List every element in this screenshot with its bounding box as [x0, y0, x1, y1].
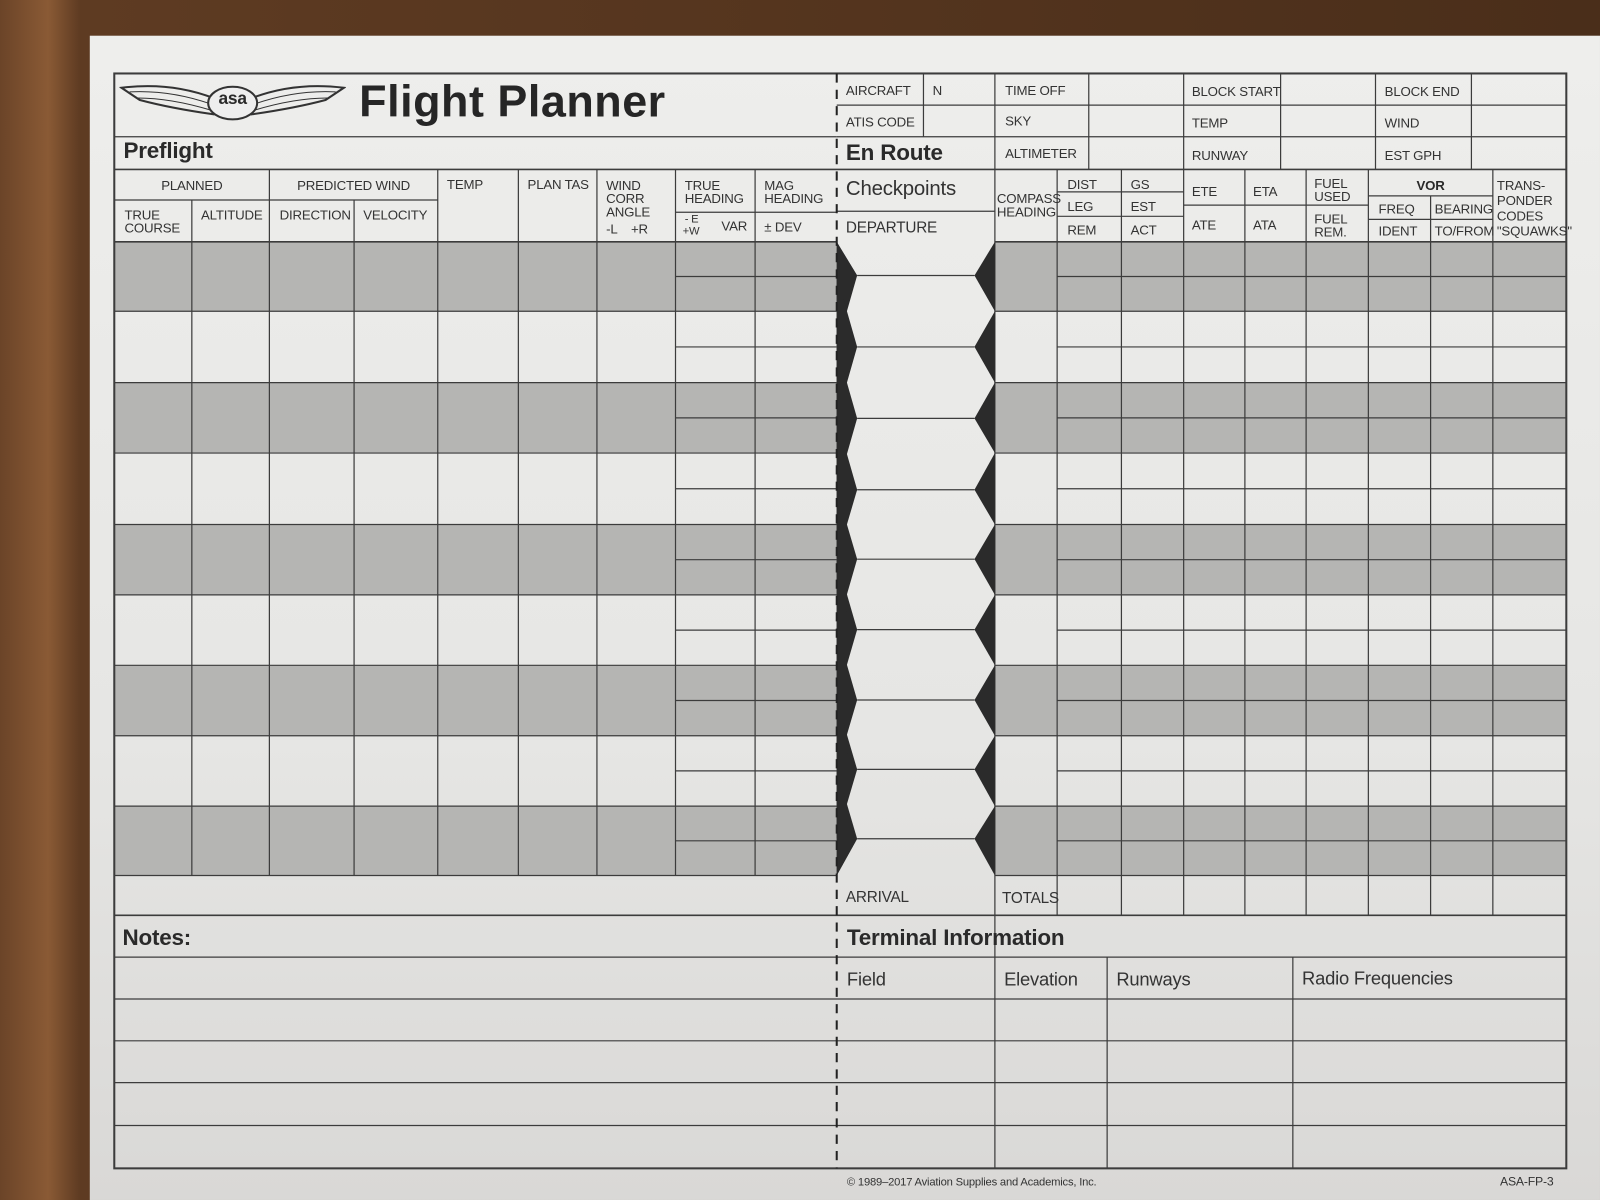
altimeter-label: ALTIMETER: [1005, 145, 1077, 162]
mag-heading-header-1: MAG: [764, 177, 794, 193]
departure-label: DEPARTURE: [845, 219, 938, 237]
true-course-header-2: COURSE: [124, 220, 181, 236]
runway-label: RUNWAY: [1191, 147, 1249, 164]
time-off-label: TIME OFF: [1005, 82, 1066, 98]
arrival-label: ARRIVAL: [845, 888, 909, 907]
checkpoint-marker-left: [836, 594, 858, 666]
elevation-header: Elevation: [1004, 969, 1078, 990]
terminal-information-heading: Terminal Information: [846, 924, 1065, 950]
temp-label: TEMP: [1191, 115, 1228, 131]
checkpoint-marker-left: [836, 453, 858, 525]
field-header: Field: [846, 969, 886, 990]
est-gph-label: EST GPH: [1384, 147, 1442, 164]
wca-header-1: WIND: [606, 177, 641, 193]
checkpoint-marker-right: [974, 594, 995, 666]
var-sign-e: - E: [684, 213, 699, 226]
checkpoint-marker-right: [974, 453, 995, 525]
eta-header: ETA: [1253, 183, 1278, 199]
ete-header: ETE: [1191, 183, 1218, 199]
checkpoint-marker-right: [974, 311, 995, 383]
compass-heading-header-2: HEADING: [996, 204, 1056, 220]
bearing-header: BEARING: [1434, 201, 1493, 217]
aircraft-n-prefix[interactable]: N: [932, 82, 943, 98]
true-heading-header-2: HEADING: [684, 190, 744, 207]
true-heading-header-1: TRUE: [684, 177, 721, 193]
var-sign-w: +W: [682, 225, 700, 238]
ata-header: ATA: [1253, 217, 1277, 233]
velocity-header: VELOCITY: [363, 207, 428, 223]
en-route-heading: En Route: [845, 139, 943, 166]
aircraft-label: AIRCRAFT: [845, 82, 911, 98]
checkpoints-header: Checkpoints: [845, 177, 956, 200]
checkpoint-marker-left: [836, 241, 858, 312]
temp-header: TEMP: [446, 176, 483, 192]
checkpoint-marker-left: [836, 311, 858, 383]
asa-wings-logo: [119, 85, 346, 121]
compass-heading-header-1: COMPASS: [996, 190, 1061, 207]
checkpoint-marker-left: [836, 524, 858, 595]
dev-header: ± DEV: [764, 219, 802, 235]
transponder-header-3: CODES: [1496, 208, 1544, 224]
wind-label: WIND: [1384, 115, 1420, 131]
fuel-used-header-1: FUEL: [1314, 175, 1348, 191]
dist-header: DIST: [1067, 176, 1097, 192]
fuel-rem-header-2: REM.: [1314, 224, 1347, 240]
preflight-heading: Preflight: [123, 137, 213, 164]
direction-header: DIRECTION: [279, 207, 351, 223]
checkpoint-marker-right: [974, 382, 995, 454]
atis-code-label: ATIS CODE: [845, 114, 915, 130]
runways-header: Runways: [1116, 969, 1191, 990]
page-title: Flight Planner: [359, 76, 666, 127]
ate-header: ATE: [1191, 217, 1217, 233]
ident-header: IDENT: [1378, 223, 1418, 239]
transponder-header-2: PONDER: [1496, 192, 1553, 209]
freq-header: FREQ: [1378, 201, 1415, 217]
checkpoint-marker-left: [836, 665, 858, 736]
checkpoint-marker-right: [974, 524, 995, 595]
block-end-label: BLOCK END: [1384, 83, 1460, 99]
checkpoint-marker-left: [836, 382, 858, 454]
gs-header: GS: [1130, 176, 1150, 192]
to-from-header: TO/FROM: [1434, 223, 1495, 239]
act-header: ACT: [1130, 222, 1157, 238]
form-id: ASA-FP-3: [1499, 1174, 1554, 1189]
form-border: [113, 72, 1568, 1170]
var-header: VAR: [721, 218, 748, 234]
checkpoint-marker-left: [836, 806, 858, 876]
vor-header: VOR: [1416, 177, 1445, 193]
mag-heading-header-2: HEADING: [764, 190, 824, 207]
checkpoint-marker-right: [974, 241, 995, 312]
fuel-rem-header-1: FUEL: [1314, 211, 1348, 227]
block-start-label: BLOCK START: [1191, 83, 1281, 99]
checkpoint-marker-left: [836, 735, 858, 807]
rem-header: REM: [1067, 222, 1097, 238]
wca-sign: -L +R: [606, 221, 648, 237]
radio-frequencies-header: Radio Frequencies: [1302, 968, 1453, 989]
copyright: © 1989–2017 Aviation Supplies and Academ…: [846, 1176, 1097, 1189]
transponder-header-4: "SQUAWKS": [1496, 223, 1572, 239]
sky-label: SKY: [1005, 113, 1032, 129]
predicted-wind-header: PREDICTED WIND: [297, 177, 410, 193]
wca-header-3: ANGLE: [606, 204, 651, 220]
transponder-header-1: TRANS-: [1496, 177, 1546, 193]
checkpoint-marker-right: [974, 735, 995, 807]
fuel-used-header-2: USED: [1314, 188, 1351, 205]
true-course-header-1: TRUE: [124, 207, 160, 223]
leg-header: LEG: [1067, 198, 1094, 215]
checkpoint-marker-right: [974, 665, 995, 736]
wca-header-2: CORR: [606, 190, 645, 207]
logo-text: asa: [218, 88, 247, 109]
totals-label: TOTALS: [1002, 889, 1059, 908]
est-header: EST: [1130, 198, 1156, 215]
altitude-header: ALTITUDE: [201, 207, 263, 223]
checkpoint-marker-right: [974, 806, 995, 876]
plan-tas-header: PLAN TAS: [527, 176, 589, 192]
planned-header: PLANNED: [161, 177, 223, 193]
notes-heading: Notes:: [122, 924, 192, 950]
